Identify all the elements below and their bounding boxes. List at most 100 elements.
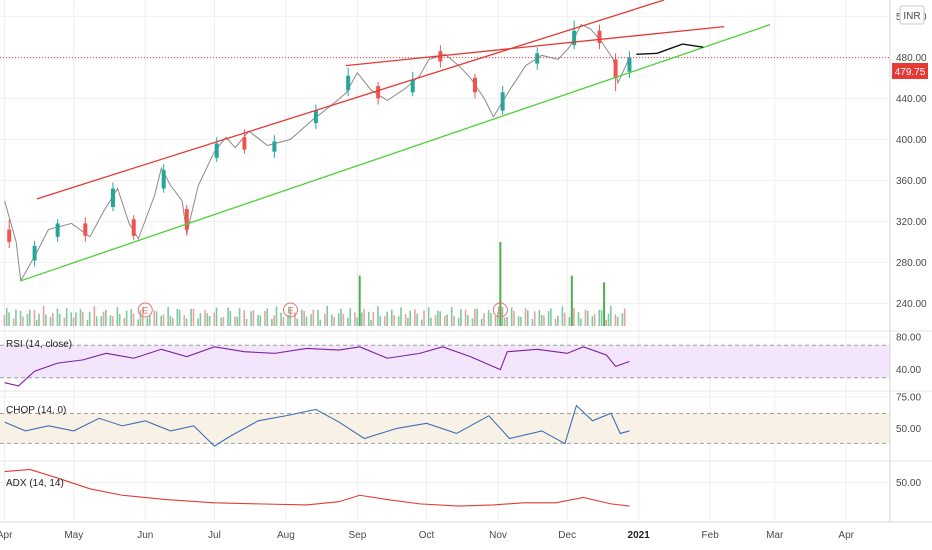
candle-body[interactable] [242,137,247,150]
volume-bar [155,311,158,326]
trendline[interactable] [345,25,725,67]
volume-bar [434,314,437,326]
x-tick-label: Nov [489,530,507,541]
volume-bar [483,313,485,326]
volume-bar [19,311,22,326]
earnings-marker[interactable] [283,302,299,318]
candle-body[interactable] [346,75,351,91]
volume-bar [82,311,84,326]
trendline[interactable] [36,0,665,200]
x-tick-label: Sep [348,530,366,541]
candle-body[interactable] [110,188,115,208]
volume-bar [273,315,275,326]
candle-body[interactable] [32,245,37,261]
volume-bar [593,314,596,326]
candle-body[interactable] [572,30,577,46]
volume-bar [464,309,467,326]
volume-bar [517,316,520,326]
y-tick-label: 240.00 [896,299,927,310]
volume-bar [190,308,192,326]
volume-bar [86,319,89,326]
volume-bar [160,315,162,326]
volume-bar [5,308,8,326]
currency-box[interactable] [899,5,925,25]
trendline[interactable] [20,23,771,282]
volume-bar [245,318,248,326]
candle-body[interactable] [500,92,505,111]
candle-body[interactable] [184,209,189,230]
volume-bar [153,310,156,326]
projection-path[interactable] [636,43,704,56]
volume-bar [294,312,296,326]
volume-bar [503,317,506,326]
volume-bar [100,316,103,326]
last-price-badge [892,63,928,79]
candle-body[interactable] [214,143,219,158]
candle-body[interactable] [613,59,618,78]
x-tick-label: Oct [419,530,435,541]
candle-body[interactable] [535,53,540,64]
last-price-value: 479.75 [895,67,926,78]
volume-bar [427,307,430,326]
volume-bar [524,308,527,326]
volume-bar [568,316,571,326]
candle-body[interactable] [627,57,632,72]
x-tick-label: May [64,530,83,541]
volume-bar [614,314,617,326]
volume-bar [213,312,216,326]
candle-body[interactable] [410,79,415,93]
x-tick-label: Mar [766,530,784,541]
volume-bar [550,308,552,326]
volume-bar [178,309,181,326]
earnings-marker[interactable] [137,302,153,318]
price-candles[interactable] [4,20,632,283]
volume-bar [137,319,139,326]
volume-bar [35,319,38,326]
candle-body[interactable] [272,141,277,152]
volume-bar [354,312,356,326]
volume-bar [199,313,202,326]
y-tick-label: 50.00 [896,478,921,489]
candle-body[interactable] [313,110,318,123]
volume-bar [310,314,312,326]
volume-bar [185,318,188,326]
volume-bar [349,308,352,326]
candle-body[interactable] [131,219,136,236]
volume-bar [377,306,379,326]
y-tick-label: 440.00 [896,94,927,105]
volume-bar [132,313,135,326]
volume-spike [603,282,606,326]
volume-bar [259,315,262,326]
earnings-marker-label: E [288,306,294,316]
candle-body[interactable] [597,30,602,44]
volume-bar [45,314,47,326]
volume-bar [494,315,497,326]
volume-bar [271,318,273,326]
candle-body[interactable] [161,170,166,189]
volume-bar [356,317,358,326]
volume-bar [282,316,285,326]
volume-bar [162,314,165,326]
volume-bar [238,308,241,326]
volume-bar [12,318,15,326]
volume-bar [72,317,75,326]
volume-bar [146,317,149,326]
candle-body[interactable] [376,86,381,99]
volume-bar [513,310,515,326]
volume-bar [333,316,335,326]
labels: RSI (14, close) CHOP (14, 0) ADX (14, 14… [6,5,928,489]
volume-bar [118,314,121,326]
indicator-line [4,468,630,507]
candle-body[interactable] [7,229,12,242]
candle-body[interactable] [55,223,60,237]
candle-body[interactable] [83,223,88,236]
chop-label: CHOP (14, 0) [6,405,66,416]
volume-bar [250,311,252,326]
candle-body[interactable] [472,77,477,93]
earnings-marker[interactable] [492,302,508,318]
volume-bar [38,313,40,326]
trendlines[interactable] [0,0,890,282]
volume-bar [93,306,96,326]
x-tick-label: Dec [558,530,576,541]
